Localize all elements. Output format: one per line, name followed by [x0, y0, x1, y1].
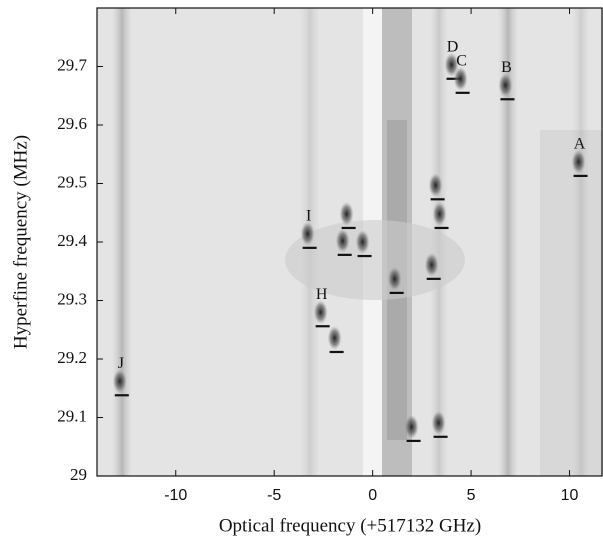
peak-label: B [501, 59, 512, 76]
peak-label: C [456, 52, 467, 69]
peak-blob [428, 173, 443, 198]
x-tick-label: 5 [467, 487, 476, 504]
x-axis-label: Optical frequency (+517132 GHz) [219, 515, 481, 536]
peak-label: J [118, 355, 124, 372]
peak-blob [300, 221, 315, 246]
peak-label: H [316, 286, 328, 303]
peak-label: I [306, 208, 311, 225]
peak-blob [387, 266, 402, 291]
y-tick-label: 29 [70, 465, 87, 484]
peak-blob [335, 228, 350, 253]
peak-blob [444, 52, 459, 77]
peak-blob [339, 201, 354, 226]
peak-blob [453, 66, 468, 91]
peak-blob [112, 369, 127, 394]
y-tick-label: 29.7 [57, 55, 87, 74]
x-tick-label: 0 [368, 487, 377, 504]
x-tick-label: 10 [561, 487, 579, 504]
peak-blob [355, 230, 370, 255]
peak-blob [313, 300, 328, 325]
background-map [97, 8, 603, 476]
peak-label: A [574, 136, 586, 153]
peak-blob [571, 149, 586, 174]
peak-blob [498, 73, 513, 98]
y-tick-label: 29.5 [57, 172, 87, 191]
y-tick-label: 29.2 [57, 348, 87, 367]
y-tick-label: 29.6 [57, 114, 87, 133]
peak-blob [424, 252, 439, 277]
peak-blob [432, 201, 447, 226]
peak-blob [327, 325, 342, 350]
peak-label: D [447, 38, 459, 55]
marks [112, 52, 588, 442]
y-tick-label: 29.1 [57, 406, 87, 425]
x-tick-label: -5 [267, 487, 281, 504]
peak-blob [404, 414, 419, 439]
peak-blob [431, 410, 446, 435]
x-tick-label: -10 [164, 487, 187, 504]
y-tick-label: 29.3 [57, 289, 87, 308]
y-axis-label: Hyperfine frequency (MHz) [10, 135, 31, 349]
y-tick-label: 29.4 [57, 231, 87, 250]
